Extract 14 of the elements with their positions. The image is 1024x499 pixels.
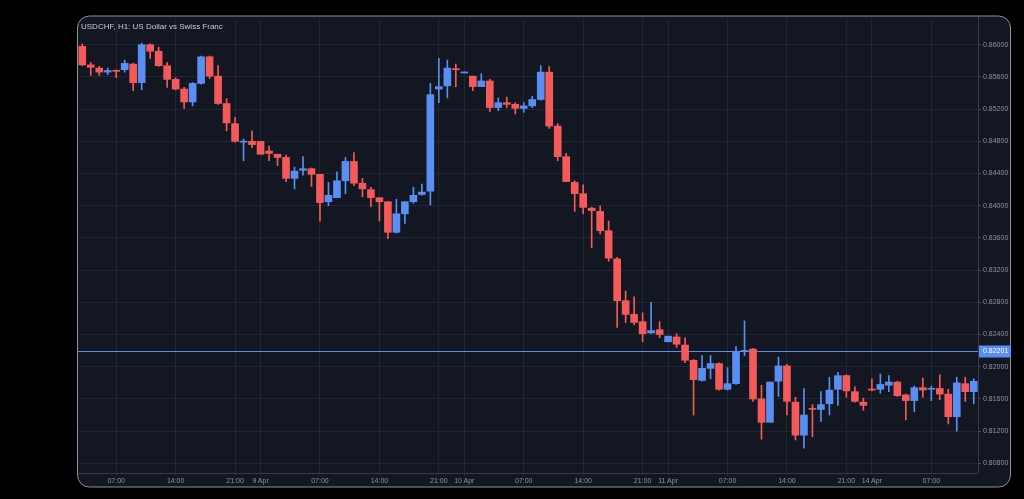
candlestick: [86, 62, 95, 76]
chart-title: USDCHF, H1: US Dollar vs Swiss Franc: [81, 22, 223, 32]
candlestick: [418, 183, 426, 196]
candlestick: [112, 69, 121, 79]
candlestick: [452, 63, 460, 87]
candlestick: [435, 58, 443, 104]
candlestick: [299, 156, 307, 176]
candlestick: [587, 207, 596, 248]
candlestick: [927, 385, 936, 401]
candlestick: [519, 102, 528, 113]
candlestick: [918, 377, 927, 398]
candlestick: [647, 302, 655, 335]
candlestick: [935, 374, 944, 401]
candlestick: [817, 391, 825, 422]
